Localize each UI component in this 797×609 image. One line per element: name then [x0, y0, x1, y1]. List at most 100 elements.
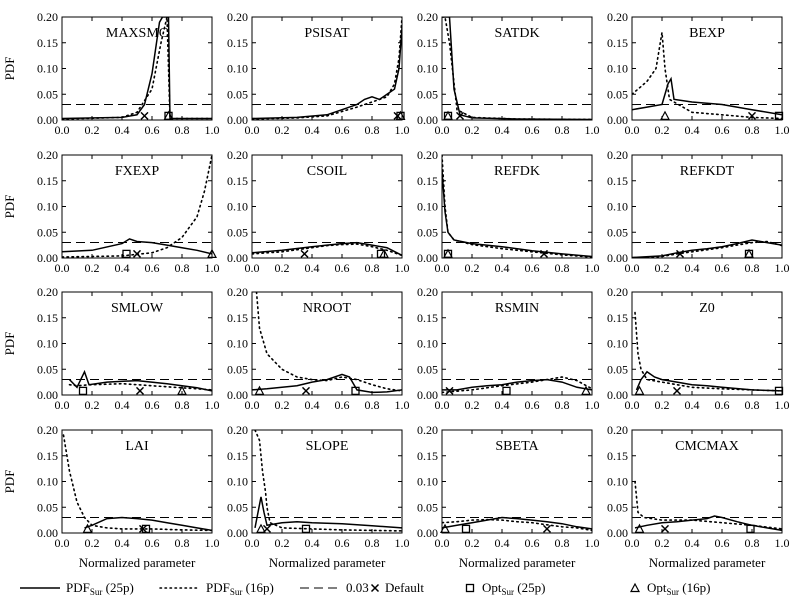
y-tick-label: 0.10 [227, 62, 248, 76]
y-tick-label: 0.00 [37, 113, 58, 127]
x-tick-label: 0.0 [245, 536, 260, 550]
x-tick-label: 1.0 [205, 261, 220, 275]
y-tick-label: 0.00 [37, 388, 58, 402]
x-tick-label: 0.6 [335, 123, 350, 137]
x-tick-label: 1.0 [205, 398, 220, 412]
x-tick-label: 0.2 [275, 123, 290, 137]
y-tick-label: 0.00 [417, 251, 438, 265]
opt-sur-25p-marker [301, 524, 311, 534]
legend-swatch-triangle [630, 582, 640, 593]
panel-refkdt: 0.0 0.2 0.4 0.6 0.8 1.0 0.00 0.05 0.10 0.15 0.20 RE… [607, 148, 790, 275]
panel-cmcmax: 0.0 0.2 0.4 0.6 0.8 1.0 0.00 0.05 0.10 0.15 0.20 CM… [607, 423, 790, 570]
pdf-sur-25p-line [442, 378, 592, 391]
x-tick-label: 0.2 [275, 398, 290, 412]
panels-layer: 0.0 0.2 0.4 0.6 0.8 1.0 0.00 0.05 0.10 0.15 0.20 MA… [2, 10, 790, 570]
x-tick-label: 0.8 [555, 536, 570, 550]
y-tick-label: 0.00 [417, 388, 438, 402]
y-axis-label: PDF [2, 57, 17, 81]
opt-sur-25p-marker [78, 386, 88, 396]
y-tick-label: 0.10 [607, 475, 628, 489]
x-tick-label: 0.4 [115, 261, 130, 275]
legend-label-main: Opt [482, 580, 502, 595]
x-tick-label: 1.0 [585, 536, 600, 550]
default-marker [542, 524, 552, 533]
y-tick-label: 0.20 [417, 423, 438, 437]
y-tick-label: 0.10 [607, 200, 628, 214]
opt-sur-25p-marker [774, 386, 784, 396]
y-tick-label: 0.05 [37, 225, 58, 239]
x-tick-label: 0.2 [275, 536, 290, 550]
panel-sbeta: 0.0 0.2 0.4 0.6 0.8 1.0 0.00 0.05 0.10 0.15 0.20 SB… [417, 423, 600, 570]
opt-sur-16p-marker [256, 523, 266, 533]
pdf-sur-16p-line [634, 480, 782, 530]
x-tick-label: 0.8 [745, 123, 760, 137]
panel-title: FXEXP [115, 164, 160, 179]
x-tick-label: 0.6 [145, 261, 160, 275]
pdf-sur-16p-line [255, 292, 402, 392]
pdf-sur-25p-line [252, 241, 402, 257]
x-tick-label: 0.6 [715, 261, 730, 275]
x-tick-label: 0.2 [465, 123, 480, 137]
y-tick-label: 0.15 [417, 36, 438, 50]
x-tick-label: 0.2 [465, 536, 480, 550]
y-tick-label: 0.05 [37, 362, 58, 376]
panel-refdk: 0.0 0.2 0.4 0.6 0.8 1.0 0.00 0.05 0.10 0.15 0.20 RE… [417, 148, 600, 275]
panel-title: RSMIN [495, 301, 539, 316]
y-tick-label: 0.05 [607, 362, 628, 376]
x-tick-label: 0.6 [145, 123, 160, 137]
y-tick-label: 0.15 [417, 449, 438, 463]
x-tick-label: 0.4 [305, 536, 320, 550]
y-tick-label: 0.10 [227, 337, 248, 351]
x-tick-label: 0.8 [365, 398, 380, 412]
x-tick-label: 0.2 [655, 536, 670, 550]
legend-item-opt16: OptSur (16p) [630, 580, 710, 597]
legend-swatch-default [370, 583, 380, 593]
y-tick-label: 0.15 [227, 311, 248, 325]
y-tick-label: 0.10 [37, 337, 58, 351]
panel-series [62, 369, 212, 392]
x-tick-label: 0.0 [55, 261, 70, 275]
opt-sur-25p-marker [351, 386, 360, 396]
opt-sur-16p-marker [163, 110, 174, 120]
y-tick-label: 0.20 [417, 148, 438, 162]
panel-series [442, 155, 592, 258]
panel-title: SBETA [495, 439, 539, 454]
y-tick-label: 0.00 [227, 113, 248, 127]
legend-label-sub: Sur [90, 587, 103, 597]
opt-sur-16p-marker [440, 523, 450, 533]
y-tick-label: 0.10 [37, 200, 58, 214]
x-tick-label: 0.4 [685, 398, 700, 412]
y-tick-label: 0.00 [227, 251, 248, 265]
panel-title: Z0 [699, 301, 715, 316]
y-tick-label: 0.20 [607, 148, 628, 162]
legend-label: OptSur (16p) [647, 580, 710, 597]
legend-label-main: PDF [206, 580, 230, 595]
x-tick-label: 0.4 [685, 261, 700, 275]
y-tick-label: 0.00 [417, 526, 438, 540]
x-tick-label: 0.0 [245, 261, 260, 275]
panel-title: NROOT [303, 301, 352, 316]
x-tick-label: 0.0 [55, 536, 70, 550]
default-marker [747, 111, 757, 120]
y-tick-label: 0.10 [37, 475, 58, 489]
y-tick-label: 0.05 [227, 362, 248, 376]
opt-sur-25p-marker [774, 111, 784, 121]
x-tick-label: 0.8 [175, 261, 190, 275]
x-tick-label: 0.6 [335, 398, 350, 412]
legend-item-opt25: OptSur (25p) [465, 580, 545, 597]
x-tick-label: 1.0 [395, 261, 410, 275]
panel-series [62, 17, 212, 120]
x-tick-label: 0.4 [685, 536, 700, 550]
x-tick-label: 1.0 [205, 123, 220, 137]
x-tick-label: 1.0 [395, 123, 410, 137]
x-tick-label: 1.0 [775, 536, 790, 550]
legend-label: PDFSur (16p) [206, 580, 274, 597]
y-tick-label: 0.10 [417, 62, 438, 76]
panel-series [632, 32, 782, 120]
x-axis-label: Normalized parameter [269, 555, 386, 570]
y-tick-label: 0.20 [227, 10, 248, 24]
default-marker [132, 249, 142, 258]
x-axis-label: Normalized parameter [649, 555, 766, 570]
x-tick-label: 0.0 [435, 123, 450, 137]
y-tick-label: 0.10 [417, 200, 438, 214]
